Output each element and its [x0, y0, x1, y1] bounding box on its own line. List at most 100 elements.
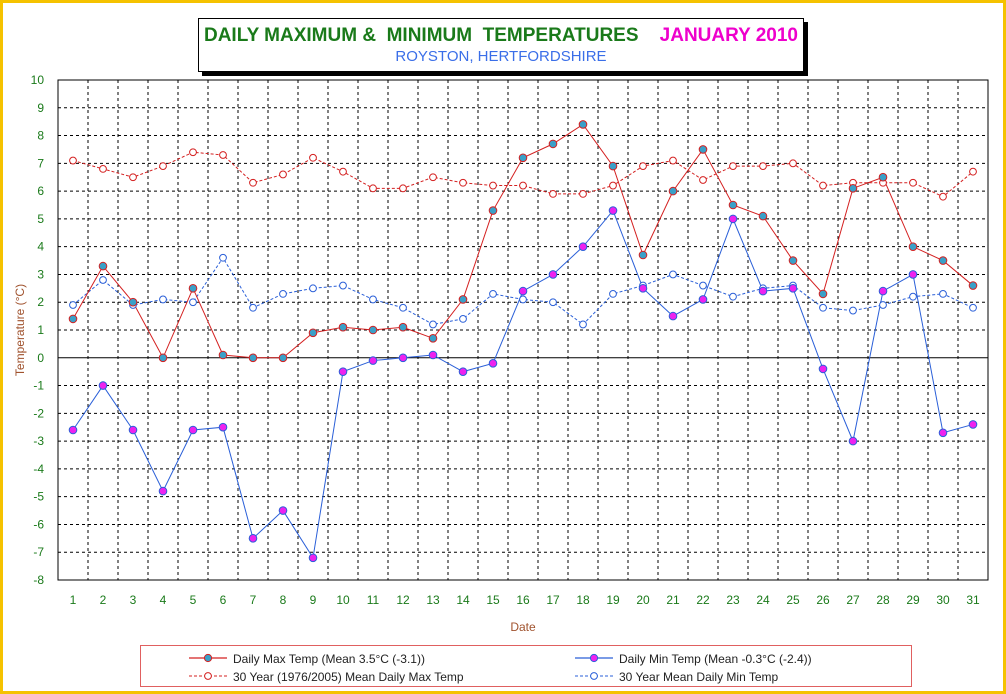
point-avgmax: [279, 170, 287, 179]
point-max: [668, 186, 678, 196]
x-tick-label: 14: [456, 593, 470, 607]
chart-title: DAILY MAXIMUM & MINIMUM TEMPERATURES JAN…: [199, 25, 803, 47]
y-tick-label: -7: [33, 545, 44, 559]
x-tick-label: 30: [936, 593, 950, 607]
point-avgmax: [159, 162, 167, 171]
point-max: [938, 256, 948, 265]
x-tick-label: 29: [906, 593, 920, 607]
x-tick-label: 9: [310, 593, 317, 607]
point-avgmax: [249, 178, 257, 187]
point-avgmin: [249, 303, 257, 312]
x-tick-label: 31: [966, 593, 980, 607]
point-min: [968, 420, 978, 429]
point-avgmin: [519, 295, 527, 304]
x-tick-label: 1: [70, 593, 77, 607]
point-avgmax: [669, 156, 677, 165]
point-avgmax: [639, 162, 647, 171]
point-min: [758, 286, 768, 296]
point-min: [818, 364, 828, 374]
x-tick-label: 12: [396, 593, 410, 607]
point-avgmax: [969, 167, 977, 176]
point-max: [278, 353, 288, 363]
point-avgmin: [459, 314, 467, 323]
x-tick-label: 19: [606, 593, 620, 607]
point-max: [428, 334, 438, 343]
point-min: [128, 425, 138, 435]
point-min: [548, 270, 558, 279]
point-min: [578, 242, 588, 251]
point-avgmin: [429, 320, 437, 329]
point-max: [608, 161, 618, 171]
point-avgmin: [69, 301, 77, 309]
point-max: [398, 322, 408, 332]
point-min: [488, 359, 498, 368]
point-max: [308, 328, 318, 338]
point-min: [698, 295, 708, 304]
x-tick-label: 2: [100, 593, 107, 607]
x-tick-label: 10: [336, 593, 350, 607]
y-tick-label: -1: [33, 379, 44, 393]
point-max: [68, 314, 78, 324]
point-min: [638, 284, 648, 293]
point-avgmin: [189, 298, 197, 307]
point-avgmax: [339, 167, 347, 176]
point-avgmin: [399, 303, 407, 312]
point-max: [818, 289, 828, 299]
point-min: [518, 286, 528, 296]
x-tick-label: 3: [130, 593, 137, 607]
point-avgmin: [549, 298, 557, 307]
point-avgmin: [909, 292, 917, 301]
point-avgmax: [189, 148, 197, 157]
point-avgmin: [159, 295, 167, 304]
x-tick-label: 15: [486, 593, 500, 607]
point-min: [728, 214, 738, 224]
point-avgmax: [489, 181, 497, 190]
y-tick-label: -5: [33, 490, 44, 504]
point-avgmin: [729, 292, 737, 301]
y-tick-label: 7: [37, 156, 44, 170]
point-max: [578, 120, 588, 129]
point-min: [308, 553, 318, 563]
x-tick-label: 27: [846, 593, 860, 607]
legend-swatch-max: [189, 653, 227, 663]
point-avgmax: [459, 178, 467, 187]
x-tick-label: 5: [190, 593, 197, 607]
point-avgmax: [369, 184, 377, 193]
y-tick-label: -4: [33, 462, 44, 476]
point-max: [788, 256, 798, 265]
point-max: [548, 139, 558, 149]
y-tick-label: -2: [33, 406, 44, 420]
x-tick-label: 11: [367, 593, 380, 607]
point-avgmin: [849, 306, 857, 315]
point-min: [338, 367, 348, 376]
x-tick-label: 20: [636, 593, 650, 607]
point-avgmax: [729, 162, 737, 171]
point-avgmin: [219, 253, 227, 262]
point-min: [398, 353, 408, 363]
point-min: [458, 367, 468, 376]
point-avgmax: [129, 173, 137, 182]
x-tick-label: 13: [426, 593, 440, 607]
y-tick-label: 8: [37, 129, 44, 143]
x-tick-label: 18: [576, 593, 590, 607]
point-avgmax: [429, 173, 437, 182]
point-max: [368, 325, 378, 335]
point-avgmax: [789, 159, 797, 168]
point-avgmin: [879, 301, 887, 309]
point-max: [338, 322, 348, 332]
legend-label-avgmin: 30 Year Mean Daily Min Temp: [619, 670, 779, 684]
point-avgmax: [939, 192, 947, 201]
point-avgmin: [609, 289, 617, 298]
point-min: [368, 356, 378, 365]
point-avgmin: [489, 289, 497, 298]
point-min: [98, 381, 108, 390]
legend-swatch-avgmax: [189, 672, 227, 680]
point-min: [668, 311, 678, 321]
y-tick-label: 6: [37, 184, 44, 198]
x-tick-label: 4: [160, 593, 167, 607]
y-axis-label: Temperature (°C): [13, 284, 27, 376]
point-min: [908, 270, 918, 279]
chart-subtitle: ROYSTON, HERTFORDSHIRE: [395, 48, 607, 65]
point-min: [938, 428, 948, 438]
